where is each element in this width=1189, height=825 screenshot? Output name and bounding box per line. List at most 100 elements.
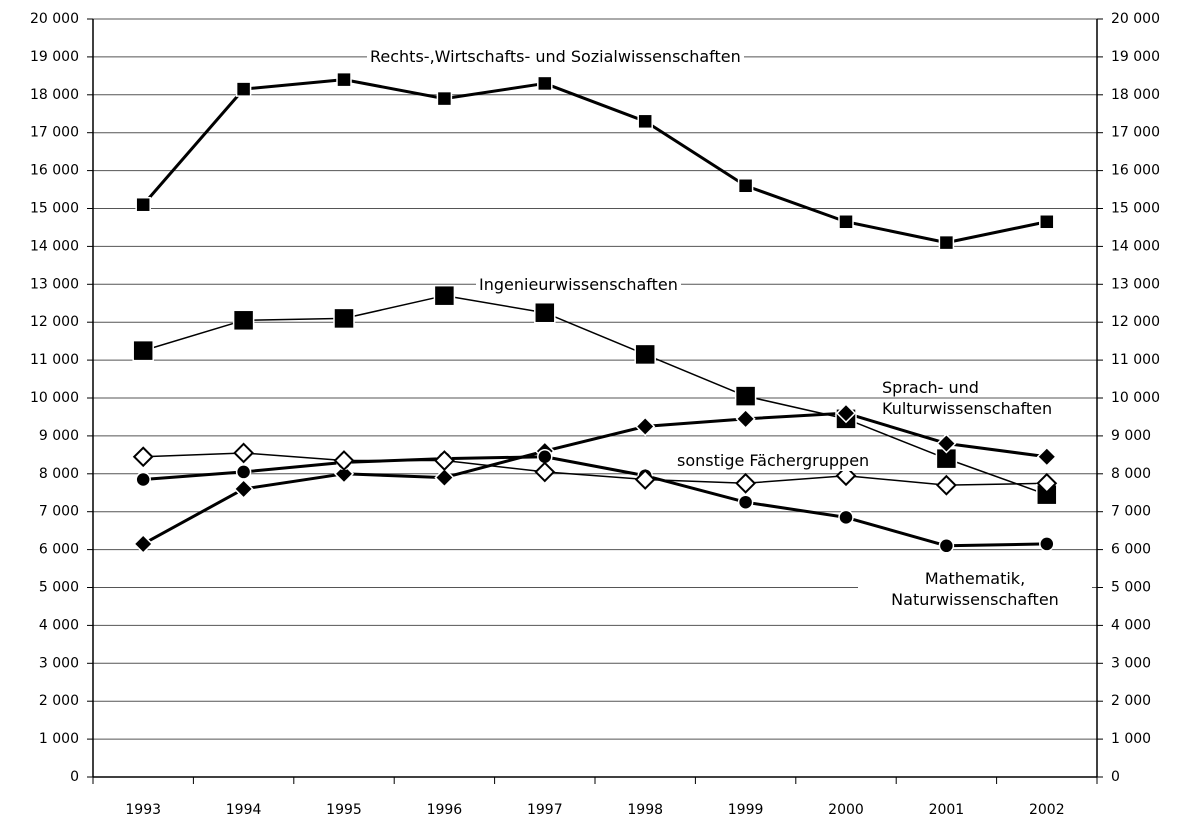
marker (233, 442, 255, 464)
series-label: Rechts-,Wirtschafts- und Sozialwissensch… (367, 46, 744, 67)
marker (735, 472, 757, 494)
marker (1039, 214, 1055, 230)
marker (835, 465, 857, 487)
marker (634, 469, 656, 490)
y2-tick-label: 0 (1111, 769, 1120, 785)
marker (1039, 536, 1055, 552)
y2-tick-label: 8 000 (1111, 466, 1151, 482)
marker (336, 71, 352, 88)
marker (935, 474, 957, 496)
y-tick-label: 17 000 (30, 125, 79, 141)
y2-tick-label: 20 000 (1111, 11, 1160, 27)
y-tick-label: 10 000 (30, 390, 79, 406)
series (143, 455, 1047, 548)
marker (333, 307, 355, 330)
series (142, 78, 1048, 245)
y2-tick-label: 15 000 (1111, 201, 1160, 217)
y2-tick-label: 12 000 (1111, 314, 1160, 330)
x-tick-label: 1993 (125, 802, 161, 818)
y2-tick-label: 3 000 (1111, 655, 1151, 671)
marker (737, 494, 754, 510)
marker (132, 339, 154, 362)
line (142, 411, 1047, 546)
marker (133, 533, 154, 554)
marker (1036, 446, 1057, 467)
series (143, 452, 1047, 486)
x-tick-label: 1995 (326, 802, 362, 818)
y-tick-label: 19 000 (30, 49, 79, 65)
marker (436, 90, 453, 107)
marker (838, 214, 854, 230)
y-tick-label: 13 000 (30, 276, 79, 292)
marker (235, 81, 252, 97)
y2-tick-label: 9 000 (1111, 428, 1151, 444)
y2-tick-label: 6 000 (1111, 542, 1151, 558)
marker (537, 75, 553, 92)
marker (938, 234, 955, 251)
series-label: Sprach- und Kulturwissenschaften (882, 378, 1053, 418)
y2-tick-label: 5 000 (1111, 580, 1151, 596)
y2-tick-label: 1 000 (1111, 731, 1151, 747)
marker (433, 284, 456, 307)
y-tick-label: 12 000 (30, 314, 79, 330)
marker (634, 343, 656, 366)
marker (936, 433, 957, 454)
marker (838, 509, 854, 526)
y2-tick-label: 18 000 (1111, 87, 1160, 103)
marker (434, 467, 455, 488)
y-tick-label: 4 000 (39, 617, 79, 633)
y2-tick-label: 14 000 (1111, 238, 1160, 254)
marker (235, 464, 252, 480)
y2-tick-label: 2 000 (1111, 693, 1151, 709)
y2-tick-label: 7 000 (1111, 504, 1151, 520)
y2-tick-label: 11 000 (1111, 352, 1160, 368)
series-label: Ingenieurwissenschaften (476, 274, 681, 295)
y-tick-label: 14 000 (30, 238, 79, 254)
line (143, 455, 1047, 548)
marker (534, 461, 556, 483)
y-tick-label: 16 000 (30, 163, 79, 179)
y-tick-label: 11 000 (30, 352, 79, 368)
marker (735, 408, 756, 429)
marker (737, 178, 754, 194)
y-tick-label: 18 000 (30, 87, 79, 103)
y-tick-label: 20 000 (30, 11, 79, 27)
x-tick-label: 2001 (929, 802, 965, 818)
marker (333, 463, 355, 484)
y-tick-label: 3 000 (39, 655, 79, 671)
y2-tick-label: 4 000 (1111, 617, 1151, 633)
y2-tick-label: 19 000 (1111, 49, 1160, 65)
x-tick-label: 1994 (226, 802, 262, 818)
y-tick-label: 9 000 (39, 428, 79, 444)
x-tick-label: 2002 (1029, 802, 1065, 818)
marker (635, 416, 656, 437)
line (142, 78, 1048, 245)
y-tick-label: 1 000 (39, 731, 79, 747)
marker (734, 385, 757, 407)
x-tick-label: 1997 (527, 802, 563, 818)
line (143, 452, 1047, 486)
x-tick-label: 1996 (427, 802, 463, 818)
x-tick-label: 1999 (728, 802, 764, 818)
x-tick-label: 1998 (627, 802, 663, 818)
y-tick-label: 5 000 (39, 580, 79, 596)
line (142, 294, 1048, 496)
y-tick-label: 15 000 (30, 201, 79, 217)
marker (938, 538, 955, 554)
y2-tick-label: 13 000 (1111, 276, 1160, 292)
y-tick-label: 7 000 (39, 504, 79, 520)
series (142, 411, 1047, 546)
marker (333, 450, 355, 471)
marker (835, 403, 857, 424)
marker (232, 309, 255, 332)
series-label: Mathematik, Naturwissenschaften (858, 568, 1092, 610)
marker (534, 301, 556, 324)
marker (132, 446, 154, 468)
y2-tick-label: 16 000 (1111, 163, 1160, 179)
marker (135, 196, 151, 213)
marker (135, 471, 151, 488)
y2-tick-label: 17 000 (1111, 125, 1160, 141)
x-tick-label: 2000 (828, 802, 864, 818)
